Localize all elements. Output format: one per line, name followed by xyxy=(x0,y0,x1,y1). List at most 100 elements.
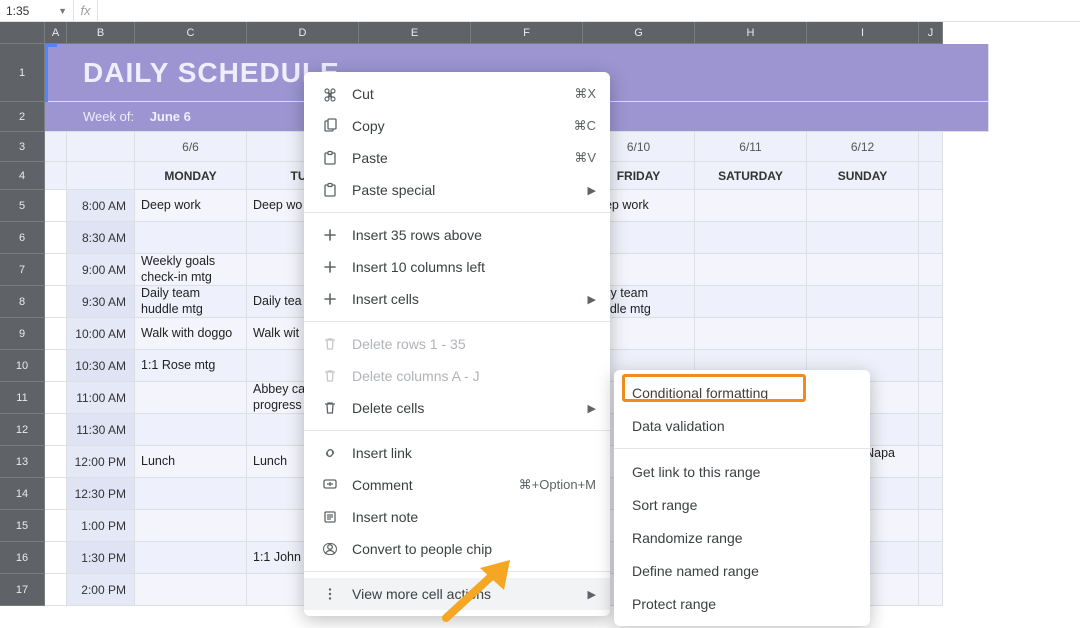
sub-sort-range[interactable]: Sort range xyxy=(614,488,870,521)
cell--7[interactable] xyxy=(45,254,67,286)
cell-j-8[interactable] xyxy=(919,286,943,318)
cell-mon-11[interactable] xyxy=(135,382,247,414)
row-head-1[interactable]: 1 xyxy=(0,44,45,102)
sub-get-link-to-this-range[interactable]: Get link to this range xyxy=(614,455,870,488)
row-head-17[interactable]: 17 xyxy=(0,574,45,606)
cell-j4[interactable] xyxy=(919,162,943,190)
row-head-12[interactable]: 12 xyxy=(0,414,45,446)
day-sun[interactable]: SUNDAY xyxy=(807,162,919,190)
select-all-corner[interactable] xyxy=(0,22,45,44)
cell-time-7[interactable]: 9:00 AM xyxy=(67,254,135,286)
cell-mon-6[interactable] xyxy=(135,222,247,254)
sub-randomize-range[interactable]: Randomize range xyxy=(614,521,870,554)
ctx-insert-cells[interactable]: Insert cells▶ xyxy=(304,283,610,315)
cell-b3[interactable] xyxy=(67,132,135,162)
cell--6[interactable] xyxy=(45,222,67,254)
cell--5[interactable] xyxy=(45,190,67,222)
cell-time-5[interactable]: 8:00 AM xyxy=(67,190,135,222)
cell-mon-8[interactable]: Daily team huddle mtg xyxy=(135,286,247,318)
cell-sat-6[interactable] xyxy=(695,222,807,254)
col-head-e[interactable]: E xyxy=(359,22,471,44)
cell-sun-8[interactable] xyxy=(807,286,919,318)
cell-a3[interactable] xyxy=(45,132,67,162)
cell-j-7[interactable] xyxy=(919,254,943,286)
cell-b4[interactable] xyxy=(67,162,135,190)
ctx-view-more-cell-actions[interactable]: View more cell actions▶ xyxy=(304,578,610,610)
cell-mon-7[interactable]: Weekly goals check-in mtg xyxy=(135,254,247,286)
cell-j-6[interactable] xyxy=(919,222,943,254)
cell-j-9[interactable] xyxy=(919,318,943,350)
cell-time-8[interactable]: 9:30 AM xyxy=(67,286,135,318)
cell-j-15[interactable] xyxy=(919,510,943,542)
cell-mon-10[interactable]: 1:1 Rose mtg xyxy=(135,350,247,382)
row-head-10[interactable]: 10 xyxy=(0,350,45,382)
ctx-insert-10-columns-left[interactable]: Insert 10 columns left xyxy=(304,251,610,283)
day-sat[interactable]: SATURDAY xyxy=(695,162,807,190)
cell-sat-9[interactable] xyxy=(695,318,807,350)
cell-sun-5[interactable] xyxy=(807,190,919,222)
row-head-15[interactable]: 15 xyxy=(0,510,45,542)
cell-j-16[interactable] xyxy=(919,542,943,574)
row-head-14[interactable]: 14 xyxy=(0,478,45,510)
cell--12[interactable] xyxy=(45,414,67,446)
sub-define-named-range[interactable]: Define named range xyxy=(614,554,870,587)
cell--15[interactable] xyxy=(45,510,67,542)
sub-data-validation[interactable]: Data validation xyxy=(614,409,870,442)
cell-time-9[interactable]: 10:00 AM xyxy=(67,318,135,350)
cell-j-5[interactable] xyxy=(919,190,943,222)
col-head-j[interactable]: J xyxy=(919,22,943,44)
col-head-c[interactable]: C xyxy=(135,22,247,44)
day-mon[interactable]: MONDAY xyxy=(135,162,247,190)
cell-j-17[interactable] xyxy=(919,574,943,606)
cell-mon-17[interactable] xyxy=(135,574,247,606)
cell-mon-13[interactable]: Lunch xyxy=(135,446,247,478)
cell-time-15[interactable]: 1:00 PM xyxy=(67,510,135,542)
row-head-8[interactable]: 8 xyxy=(0,286,45,318)
row-head-13[interactable]: 13 xyxy=(0,446,45,478)
cell-sun-7[interactable] xyxy=(807,254,919,286)
cell-j-14[interactable] xyxy=(919,478,943,510)
col-head-g[interactable]: G xyxy=(583,22,695,44)
col-head-b[interactable]: B xyxy=(67,22,135,44)
ctx-paste[interactable]: Paste⌘V xyxy=(304,142,610,174)
cell-mon-12[interactable] xyxy=(135,414,247,446)
cell-j-12[interactable] xyxy=(919,414,943,446)
col-head-h[interactable]: H xyxy=(695,22,807,44)
ctx-convert-to-people-chip[interactable]: Convert to people chip xyxy=(304,533,610,565)
ctx-paste-special[interactable]: Paste special▶ xyxy=(304,174,610,206)
row-head-9[interactable]: 9 xyxy=(0,318,45,350)
cell--14[interactable] xyxy=(45,478,67,510)
ctx-insert-link[interactable]: Insert link xyxy=(304,437,610,469)
sub-conditional-formatting[interactable]: Conditional formatting xyxy=(614,376,870,409)
cell--10[interactable] xyxy=(45,350,67,382)
ctx-cut[interactable]: Cut⌘X xyxy=(304,78,610,110)
date-sun[interactable]: 6/12 xyxy=(807,132,919,162)
cell--9[interactable] xyxy=(45,318,67,350)
cell-sun-6[interactable] xyxy=(807,222,919,254)
cell-time-13[interactable]: 12:00 PM xyxy=(67,446,135,478)
cell-mon-5[interactable]: Deep work xyxy=(135,190,247,222)
cell--16[interactable] xyxy=(45,542,67,574)
name-box[interactable]: 1:35 ▼ xyxy=(0,0,74,22)
col-head-f[interactable]: F xyxy=(471,22,583,44)
ctx-insert-35-rows-above[interactable]: Insert 35 rows above xyxy=(304,219,610,251)
row-head-3[interactable]: 3 xyxy=(0,132,45,162)
cell-a4[interactable] xyxy=(45,162,67,190)
cell--17[interactable] xyxy=(45,574,67,606)
cell-sat-7[interactable] xyxy=(695,254,807,286)
ctx-comment[interactable]: Comment⌘+Option+M xyxy=(304,469,610,501)
cell-mon-16[interactable] xyxy=(135,542,247,574)
row-head-7[interactable]: 7 xyxy=(0,254,45,286)
cell-time-11[interactable]: 11:00 AM xyxy=(67,382,135,414)
cell-j-10[interactable] xyxy=(919,350,943,382)
cell-sun-9[interactable] xyxy=(807,318,919,350)
cell-sat-5[interactable] xyxy=(695,190,807,222)
ctx-copy[interactable]: Copy⌘C xyxy=(304,110,610,142)
ctx-insert-note[interactable]: Insert note xyxy=(304,501,610,533)
row-head-4[interactable]: 4 xyxy=(0,162,45,190)
col-head-i[interactable]: I xyxy=(807,22,919,44)
cell-mon-15[interactable] xyxy=(135,510,247,542)
col-head-a[interactable]: A xyxy=(45,22,67,44)
cell-a2[interactable] xyxy=(45,102,67,132)
cell-time-16[interactable]: 1:30 PM xyxy=(67,542,135,574)
